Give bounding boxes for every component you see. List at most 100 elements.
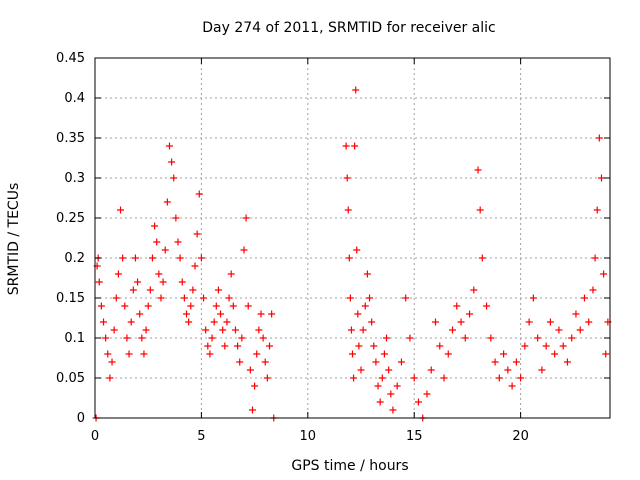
plot-frame: [94, 57, 611, 419]
data-point: [251, 382, 259, 390]
data-point: [185, 318, 193, 326]
data-point: [521, 342, 529, 350]
data-point: [383, 334, 391, 342]
data-point: [110, 326, 118, 334]
data-point: [225, 294, 233, 302]
data-point: [140, 350, 148, 358]
data-point: [261, 358, 269, 366]
data-point: [461, 334, 469, 342]
data-point: [236, 358, 244, 366]
data-point: [589, 286, 597, 294]
data-point: [410, 374, 418, 382]
data-point: [168, 158, 176, 166]
data-point: [176, 254, 184, 262]
data-point: [355, 342, 363, 350]
data-point: [255, 326, 263, 334]
data-point: [266, 342, 274, 350]
data-point: [487, 334, 495, 342]
data-point: [345, 254, 353, 262]
data-point: [97, 302, 105, 310]
data-point: [238, 334, 246, 342]
data-point: [406, 334, 414, 342]
data-point: [104, 350, 112, 358]
data-point: [106, 374, 114, 382]
data-point: [187, 302, 195, 310]
data-point: [191, 262, 199, 270]
data-point: [127, 318, 135, 326]
y-tick-label: 0.2: [64, 251, 85, 266]
data-point: [112, 294, 120, 302]
data-point: [183, 310, 191, 318]
data-point: [449, 326, 457, 334]
data-point: [219, 326, 227, 334]
data-point: [234, 342, 242, 350]
data-point: [148, 254, 156, 262]
data-point: [357, 366, 365, 374]
data-point: [155, 270, 163, 278]
data-point: [172, 214, 180, 222]
data-point: [572, 310, 580, 318]
data-point: [257, 310, 265, 318]
data-point: [123, 334, 131, 342]
y-tick-label: 0.45: [56, 51, 85, 66]
data-point: [231, 326, 239, 334]
data-point: [102, 334, 110, 342]
y-axis-label: SRMTID / TECUs: [6, 183, 22, 296]
data-point: [368, 318, 376, 326]
data-point: [195, 190, 203, 198]
data-point: [470, 286, 478, 294]
data-point: [95, 278, 103, 286]
data-point: [119, 254, 127, 262]
data-point: [208, 334, 216, 342]
data-point: [153, 238, 161, 246]
data-point: [359, 326, 367, 334]
data-point: [114, 270, 122, 278]
data-point: [144, 302, 152, 310]
data-point: [248, 406, 256, 414]
data-point: [163, 198, 171, 206]
data-point: [146, 286, 154, 294]
data-point: [500, 350, 508, 358]
data-point: [129, 286, 137, 294]
data-point: [372, 358, 380, 366]
data-point: [212, 302, 220, 310]
data-point: [180, 294, 188, 302]
data-points: [92, 86, 612, 422]
data-point: [159, 278, 167, 286]
y-tick-label: 0.05: [56, 371, 85, 386]
data-point: [354, 310, 362, 318]
data-point: [495, 374, 503, 382]
data-point: [363, 270, 371, 278]
data-point: [240, 246, 248, 254]
data-point: [546, 318, 554, 326]
data-point: [263, 374, 271, 382]
y-tick-label: 0.25: [56, 211, 85, 226]
data-point: [427, 366, 435, 374]
data-point: [206, 350, 214, 358]
data-point: [387, 390, 395, 398]
x-tick-label: 20: [512, 429, 529, 444]
data-point: [508, 382, 516, 390]
data-point: [380, 350, 388, 358]
data-point: [457, 318, 465, 326]
data-point: [353, 246, 361, 254]
data-point: [108, 358, 116, 366]
data-point: [151, 222, 159, 230]
data-point: [538, 366, 546, 374]
data-point: [559, 342, 567, 350]
data-point: [217, 310, 225, 318]
data-point: [595, 134, 603, 142]
data-point: [529, 294, 537, 302]
data-point: [389, 406, 397, 414]
x-tick-label: 15: [406, 429, 423, 444]
data-point: [512, 358, 520, 366]
data-point: [259, 334, 267, 342]
data-point: [221, 342, 229, 350]
data-point: [444, 350, 452, 358]
data-point: [253, 350, 261, 358]
x-tick-label: 0: [91, 429, 99, 444]
data-point: [370, 342, 378, 350]
data-point: [551, 350, 559, 358]
data-point: [174, 238, 182, 246]
data-point: [242, 214, 250, 222]
